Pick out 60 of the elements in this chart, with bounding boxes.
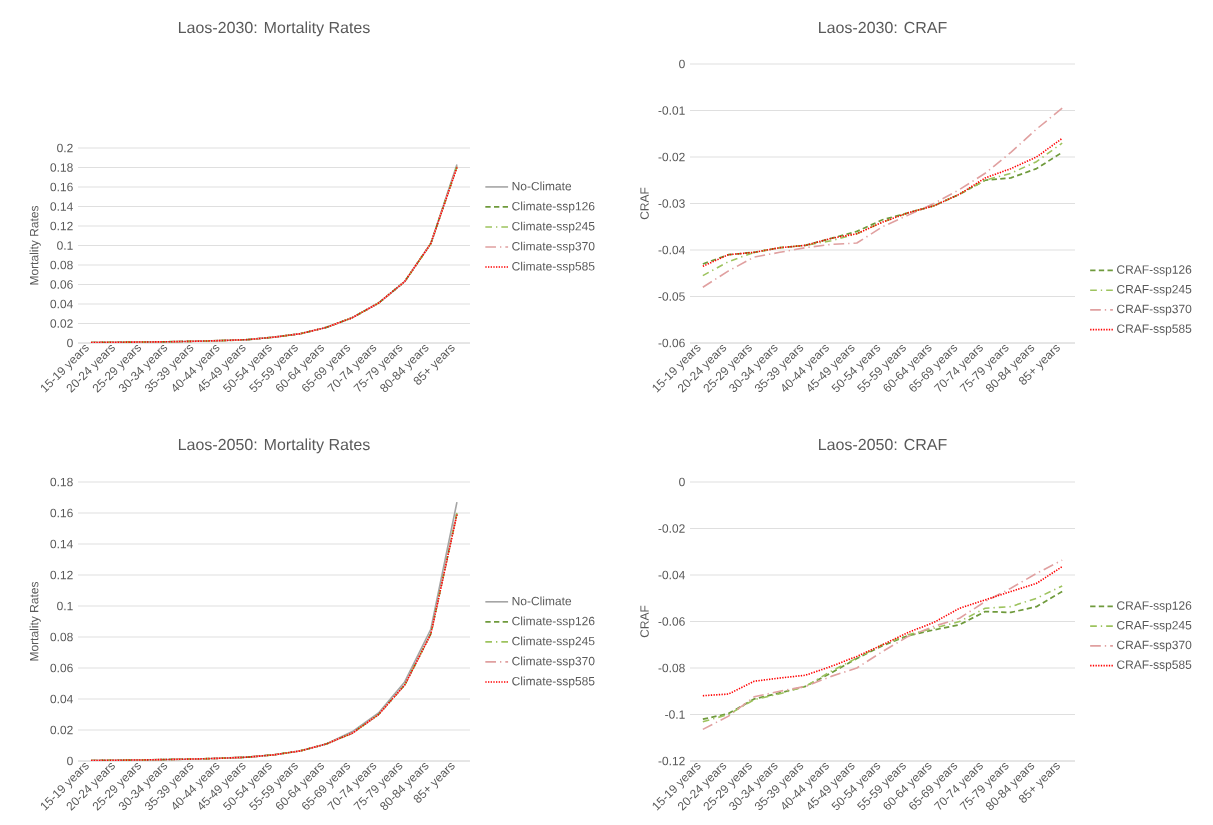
y-tick-label: 0.16 bbox=[50, 508, 73, 518]
y-tick-label: 0.12 bbox=[50, 570, 73, 580]
y-axis-title: CRAF bbox=[640, 187, 649, 220]
y-tick-label: 0.08 bbox=[50, 632, 73, 642]
chart-title: Laos-2030: Mortality Rates bbox=[178, 21, 370, 37]
y-tick-label: 0 bbox=[679, 59, 685, 69]
y-tick-label: 0.14 bbox=[50, 539, 73, 549]
legend-label: Climate-ssp245 bbox=[512, 636, 595, 648]
y-tick-label: -0.01 bbox=[658, 106, 685, 115]
y-tick-label: 0.04 bbox=[50, 299, 73, 309]
y-tick-label: 0.08 bbox=[50, 260, 73, 270]
y-tick-label: 0.18 bbox=[50, 163, 73, 172]
y-tick-label: 0.1 bbox=[57, 601, 73, 611]
y-axis-title: CRAF bbox=[640, 605, 649, 638]
y-tick-label: -0.04 bbox=[658, 245, 685, 255]
y-tick-label: 0.16 bbox=[50, 182, 73, 192]
y-tick-label: 0.14 bbox=[50, 202, 73, 211]
y-tick-label: 0.2 bbox=[57, 143, 73, 153]
legend-label: CRAF-ssp245 bbox=[1117, 284, 1192, 296]
legend-label: Climate-ssp370 bbox=[512, 656, 595, 668]
legend-label: CRAF-ssp126 bbox=[1117, 265, 1192, 277]
y-axis-title: Mortality Rates bbox=[29, 581, 41, 661]
chart-title: Laos-2030: CRAF bbox=[819, 21, 947, 34]
chart-title: Laos-2050: CRAF bbox=[819, 438, 947, 451]
y-tick-label: -0.1 bbox=[665, 710, 685, 719]
legend-label: Climate-ssp585 bbox=[512, 676, 595, 688]
y-tick-label: -0.02 bbox=[658, 524, 685, 533]
y-tick-label: 0.06 bbox=[50, 280, 73, 289]
legend-label: CRAF-ssp370 bbox=[1117, 304, 1192, 316]
legend-label: Climate-ssp126 bbox=[512, 616, 595, 628]
legend-label: Climate-ssp585 bbox=[512, 261, 595, 273]
y-tick-label: 0.12 bbox=[50, 221, 73, 231]
legend-label: Climate-ssp370 bbox=[512, 241, 595, 253]
legend-label: No-Climate bbox=[512, 181, 572, 191]
y-tick-label: -0.08 bbox=[658, 663, 685, 673]
y-tick-label: 0.04 bbox=[50, 694, 73, 704]
line-series bbox=[702, 107, 1063, 289]
legend-label: CRAF-ssp126 bbox=[1117, 601, 1192, 613]
legend-label: CRAF-ssp585 bbox=[1117, 324, 1192, 336]
legend-label: CRAF-ssp370 bbox=[1117, 640, 1192, 652]
chart-title: Laos-2050: Mortality Rates bbox=[178, 438, 370, 454]
y-tick-label: -0.06 bbox=[658, 617, 685, 626]
y-tick-label: 0.02 bbox=[50, 319, 73, 328]
legend-label: Climate-ssp126 bbox=[512, 201, 595, 213]
y-tick-label: 0.06 bbox=[50, 663, 73, 673]
y-axis-title: Mortality Rates bbox=[29, 205, 41, 285]
y-tick-label: -0.04 bbox=[658, 570, 685, 580]
y-tick-label: -0.05 bbox=[658, 292, 685, 301]
y-tick-label: -0.02 bbox=[658, 152, 685, 162]
y-tick-label: -0.03 bbox=[658, 199, 685, 208]
y-tick-label: 0.02 bbox=[50, 725, 73, 735]
y-tick-label: 0.1 bbox=[57, 241, 73, 250]
line-series bbox=[702, 565, 1063, 697]
legend-label: No-Climate bbox=[512, 596, 572, 606]
y-tick-label: 0.18 bbox=[50, 477, 73, 487]
legend-label: CRAF-ssp585 bbox=[1117, 660, 1192, 672]
y-tick-label: 0 bbox=[679, 477, 685, 487]
line-series bbox=[702, 559, 1063, 731]
legend-label: Climate-ssp245 bbox=[512, 221, 595, 233]
legend-label: CRAF-ssp245 bbox=[1117, 620, 1192, 632]
